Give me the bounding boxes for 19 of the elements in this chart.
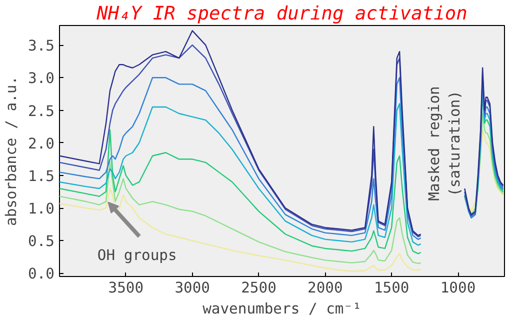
x-tick-label: 3000 bbox=[174, 280, 210, 296]
y-tick-label: 3.5 bbox=[28, 38, 55, 55]
x-tick-label: 1500 bbox=[374, 280, 410, 296]
y-tick-label: 1.5 bbox=[28, 168, 55, 185]
x-tick-label: 2500 bbox=[241, 280, 276, 296]
y-tick-label: 0.5 bbox=[28, 233, 55, 250]
y-tick-label: 2.0 bbox=[28, 135, 55, 152]
y-tick-label: 3.0 bbox=[28, 70, 55, 88]
annotation: OH groups bbox=[97, 246, 177, 264]
y-tick-label: 2.5 bbox=[28, 102, 55, 120]
y-tick-label: 1.0 bbox=[28, 200, 55, 218]
x-tick-label: 2000 bbox=[308, 280, 343, 296]
x-tick-label: 3500 bbox=[108, 280, 144, 296]
x-axis-title: wavenumbers / cm⁻¹ bbox=[202, 300, 362, 318]
chart-title: NH₄Y IR spectra during activation bbox=[96, 4, 468, 24]
annotation: Masked region (saturation) bbox=[426, 86, 464, 201]
y-tick-label: 0.0 bbox=[28, 266, 55, 283]
y-axis-title: absorbance / a.u. bbox=[3, 76, 20, 226]
x-tick-label: 1000 bbox=[440, 280, 476, 296]
